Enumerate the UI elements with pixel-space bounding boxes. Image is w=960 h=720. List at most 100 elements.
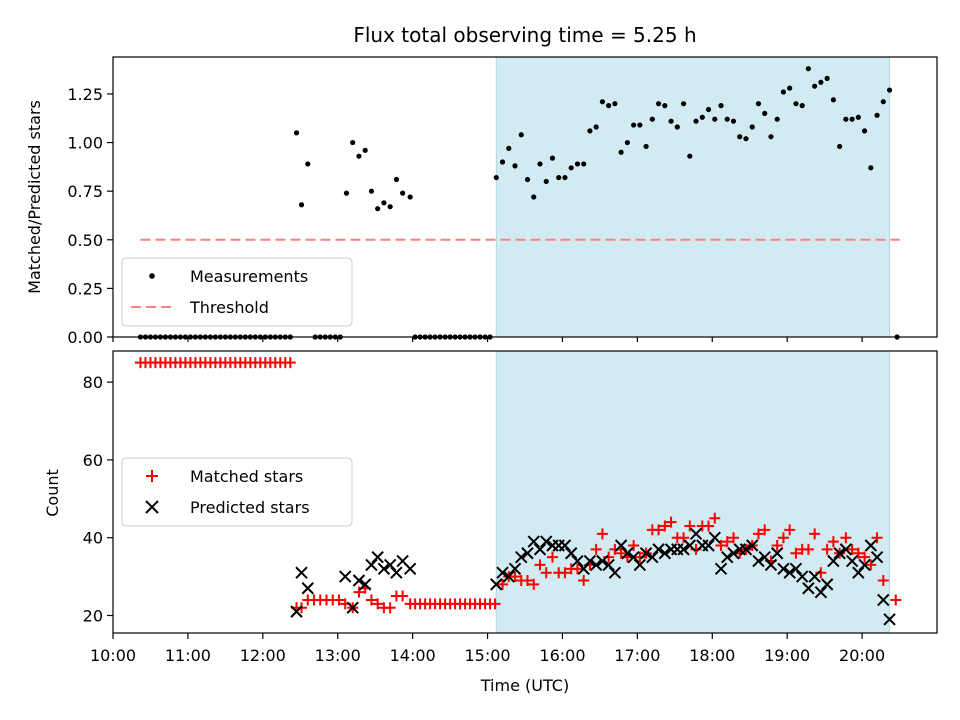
measurement-point [837, 143, 843, 150]
measurement-point [293, 130, 300, 136]
predicted-star-point [802, 582, 815, 595]
predicted-stars-points [290, 527, 896, 626]
predicted-star-point [870, 550, 884, 564]
measurement-point [718, 103, 724, 109]
measurement-point [549, 155, 556, 161]
matched-star-point [489, 598, 501, 610]
measurement-point [818, 79, 824, 85]
matched-star-point [821, 543, 833, 555]
predicted-star-point [614, 539, 628, 552]
matched-star-point [659, 520, 671, 532]
predicted-star-point [358, 578, 372, 591]
measurement-point [368, 188, 375, 194]
measurement-point [407, 194, 413, 200]
predicted-star-point [589, 558, 603, 572]
predicted-star-point [390, 566, 403, 579]
measurement-point [574, 161, 581, 167]
predicted-star-point [652, 543, 665, 556]
predicted-star-point [540, 535, 553, 548]
matched-star-point [877, 574, 889, 586]
bottom-panel: Count Time (UTC) 20 40 60 80 10:00 11:00 12:0… [43, 350, 938, 695]
legend-threshold-label: Threshold [189, 298, 269, 317]
top-y-tick-label: 0.75 [67, 182, 103, 201]
predicted-star-point [533, 543, 547, 556]
matched-star-point [615, 547, 627, 559]
predicted-star-point [577, 562, 590, 576]
matched-star-point [497, 578, 509, 590]
matched-star-point [890, 594, 902, 606]
measurement-point [774, 116, 780, 122]
measurement-point [743, 136, 749, 142]
matched-star-point [546, 551, 558, 563]
predicted-star-point [814, 585, 828, 599]
measurement-point [855, 114, 861, 120]
matched-star-point [727, 532, 739, 544]
predicted-star-point [521, 547, 534, 560]
top-y-tick-label: 0.50 [67, 231, 103, 250]
measurement-point [568, 165, 574, 171]
bottom-y-tick-label: 80 [83, 373, 103, 392]
predicted-star-point [683, 539, 697, 552]
predicted-star-point [877, 593, 890, 607]
measurement-point [830, 97, 836, 103]
measurement-point [724, 116, 730, 122]
predicted-star-point [403, 562, 417, 576]
measurement-point [543, 178, 549, 185]
predicted-star-point [808, 570, 821, 583]
predicted-star-point [852, 566, 865, 579]
predicted-star-point [752, 554, 765, 568]
top-y-tick-label: 0.25 [67, 279, 103, 298]
measurement-point [655, 101, 662, 107]
predicted-star-point [515, 550, 528, 564]
measurement-point [624, 139, 630, 146]
measurement-point [581, 161, 587, 167]
bottom-x-tick-label: 16:00 [539, 646, 585, 665]
bottom-x-tick-label: 18:00 [689, 646, 735, 665]
legend-matched-marker [146, 470, 158, 482]
top-legend-box [121, 257, 353, 327]
predicted-star-point [496, 566, 509, 579]
predicted-star-point [558, 539, 572, 552]
legend-measurements-label: Measurements [190, 267, 308, 286]
predicted-star-point [827, 554, 840, 568]
bottom-x-tick-label: 17:00 [614, 646, 660, 665]
top-legend: Measurements Threshold [121, 257, 353, 327]
bottom-legend-box [121, 457, 353, 527]
measurement-point [880, 99, 886, 105]
matched-star-point [865, 559, 877, 571]
matched-star-point [827, 536, 839, 548]
measurement-point [705, 106, 712, 113]
measurement-point [730, 118, 737, 124]
measurement-point [787, 85, 793, 91]
predicted-star-point [596, 554, 609, 568]
measurement-point [387, 204, 393, 210]
measurement-point [668, 118, 674, 124]
predicted-star-point [839, 543, 853, 556]
predicted-star-point [714, 562, 728, 576]
top-panel: Flux total observing time = 5.25 h Match… [25, 23, 938, 347]
matched-star-point [628, 539, 640, 551]
matched-star-point [596, 528, 608, 540]
matched-star-point [653, 524, 665, 536]
matched-star-point [752, 528, 764, 540]
top-y-tick-label: 1.25 [67, 85, 103, 104]
predicted-star-point [564, 547, 578, 560]
measurement-point [631, 122, 637, 128]
measurement-point [356, 153, 362, 159]
predicted-star-point [352, 574, 366, 587]
measurement-point [687, 153, 693, 159]
predicted-star-point [721, 550, 734, 564]
bottom-x-tick-label: 15:00 [464, 646, 510, 665]
matched-star-point [365, 594, 377, 606]
top-y-tick-label: 0.00 [67, 328, 103, 347]
top-y-axis-label: Matched/Predicted stars [25, 100, 44, 294]
predicted-star-point [795, 570, 809, 583]
measurement-point [886, 87, 893, 93]
measurement-point [393, 176, 400, 183]
measurement-point [868, 165, 874, 171]
bottom-y-tick-label: 20 [83, 606, 103, 625]
predicted-star-point [858, 558, 871, 572]
predicted-star-point [758, 550, 771, 564]
matched-star-point [284, 357, 296, 369]
predicted-star-point [346, 601, 359, 614]
